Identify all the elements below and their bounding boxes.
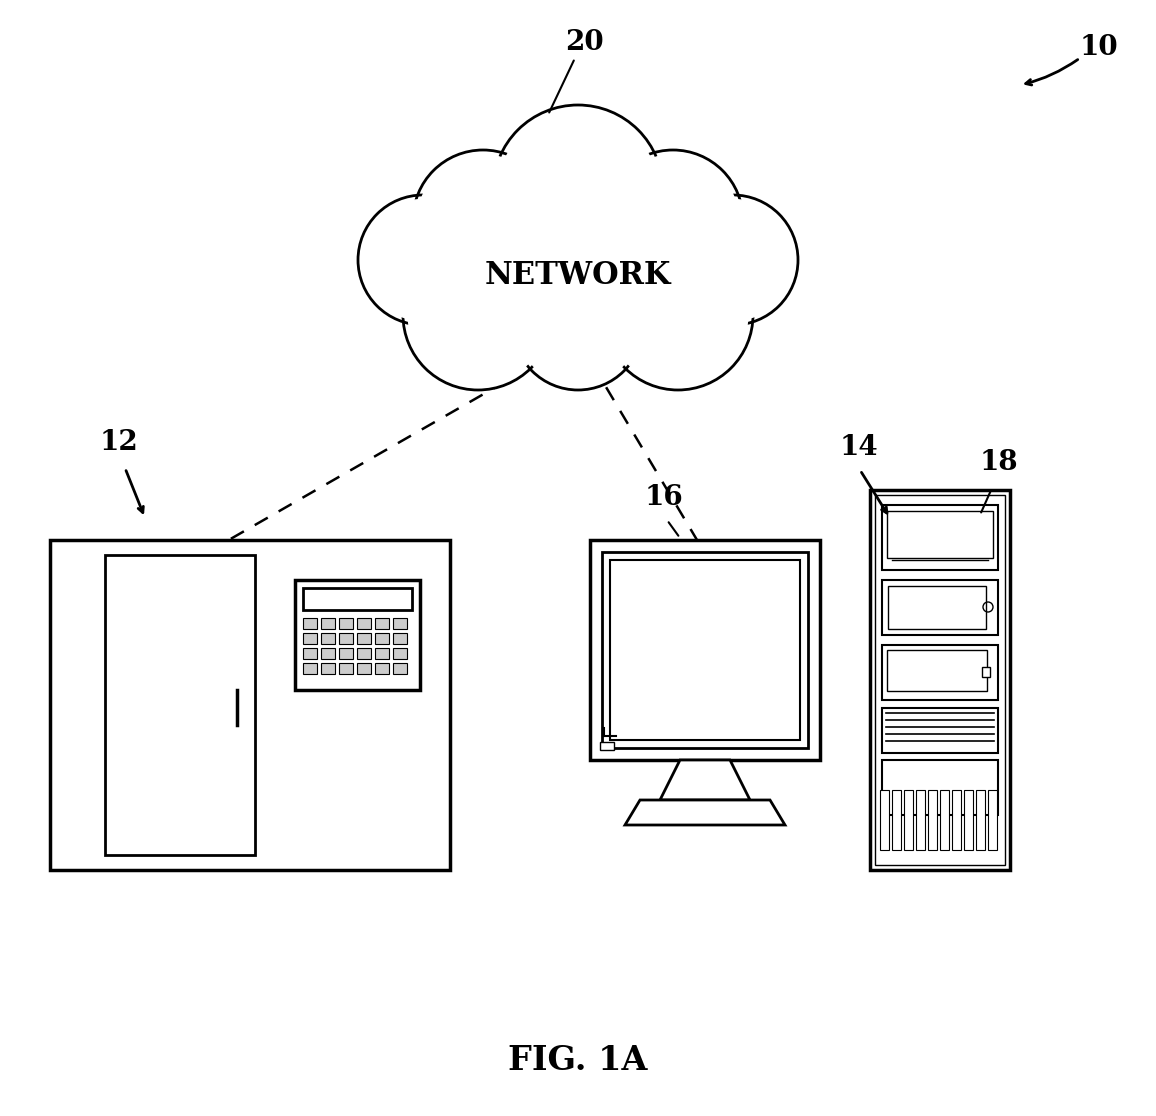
Bar [887,511,993,558]
Circle shape [499,110,657,269]
Bar [610,560,800,740]
Bar [393,633,407,644]
Circle shape [358,195,488,325]
Bar [953,790,961,850]
Bar [375,663,390,674]
Circle shape [403,240,553,389]
Bar [303,648,317,660]
Bar [303,588,412,610]
Bar [339,648,353,660]
Bar [321,648,335,660]
Text: 18: 18 [980,449,1018,477]
Text: FIG. 1A: FIG. 1A [509,1043,647,1077]
Bar [904,790,913,850]
Bar [295,580,420,690]
Bar [964,790,973,850]
Circle shape [572,239,684,350]
Bar [357,648,371,660]
Bar [375,648,390,660]
Bar [303,663,317,674]
Bar [928,790,938,850]
Text: NETWORK: NETWORK [484,260,672,290]
Bar [375,618,390,629]
Circle shape [413,150,553,290]
Bar [357,663,371,674]
Bar [321,618,335,629]
Bar [875,496,1005,865]
Text: 20: 20 [565,29,603,56]
Bar [339,618,353,629]
Bar [339,633,353,644]
Bar [393,663,407,674]
Bar [393,648,407,660]
Bar [600,742,614,750]
Circle shape [673,200,793,320]
Bar [357,618,371,629]
Circle shape [568,235,688,355]
Bar [602,552,808,748]
Circle shape [472,239,584,350]
Bar [50,540,450,870]
Bar [880,790,889,850]
Bar [303,618,317,629]
Bar [988,790,996,850]
Circle shape [603,150,743,290]
Bar [882,506,998,570]
Bar [981,667,990,677]
Text: 12: 12 [101,429,139,456]
Bar [888,586,986,629]
Bar [976,790,985,850]
Text: 10: 10 [1080,33,1119,61]
Bar [882,645,998,700]
Bar [375,633,390,644]
Circle shape [408,246,548,385]
Circle shape [608,155,738,285]
Bar [590,540,820,760]
Bar [882,580,998,635]
Bar [916,790,925,850]
Circle shape [668,195,798,325]
Bar [393,618,407,629]
Bar [882,760,998,815]
Circle shape [468,235,588,355]
Bar [321,633,335,644]
Bar [940,790,949,850]
Polygon shape [625,800,785,825]
Circle shape [513,260,643,389]
Polygon shape [660,760,750,800]
Bar [321,663,335,674]
Bar [303,633,317,644]
Circle shape [492,105,664,275]
Bar [887,650,987,691]
Circle shape [608,246,748,385]
Circle shape [518,264,638,385]
Bar [105,555,255,855]
Bar [870,490,1010,870]
Circle shape [603,240,753,389]
Text: 14: 14 [840,434,879,461]
Bar [882,708,998,753]
Bar [892,790,901,850]
Bar [357,633,371,644]
Bar [339,663,353,674]
Circle shape [418,155,548,285]
Text: 16: 16 [645,484,683,511]
Circle shape [363,200,483,320]
